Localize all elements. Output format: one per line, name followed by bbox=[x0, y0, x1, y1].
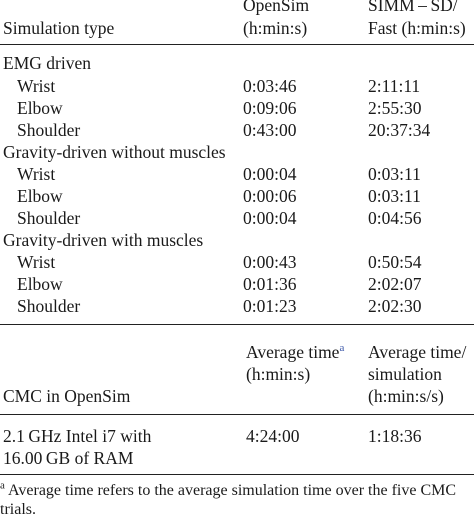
cell-opensim-gwm-elbow: 0:01:36 bbox=[243, 274, 297, 294]
col-header-average-time-text: Average time bbox=[246, 342, 340, 362]
cell-average-per-sim: 1:18:36 bbox=[368, 426, 422, 446]
table2-header-rule bbox=[0, 414, 474, 415]
col-header-opensim: OpenSim bbox=[243, 0, 310, 15]
cell-opensim-gwo-elbow: 0:00:06 bbox=[243, 186, 297, 206]
row-label-emg-elbow: Elbow bbox=[17, 98, 63, 118]
col-header-per-sim-units: (h:min:s/s) bbox=[368, 386, 444, 406]
footnote-text: Average time refers to the average simul… bbox=[8, 482, 457, 499]
cell-simm-emg-elbow: 2:55:30 bbox=[368, 98, 422, 118]
cell-simm-gwm-shoulder: 2:02:30 bbox=[368, 296, 422, 316]
row-label-gwo-shoulder: Shoulder bbox=[17, 208, 81, 228]
group-label-gravity-with-muscles: Gravity-driven with muscles bbox=[3, 230, 204, 250]
cell-opensim-gwm-wrist: 0:00:43 bbox=[243, 252, 297, 272]
row-label-emg-wrist: Wrist bbox=[17, 76, 56, 96]
row-label-gwo-elbow: Elbow bbox=[17, 186, 63, 206]
footnote-marker-link[interactable]: a bbox=[339, 342, 345, 355]
col-header-cmc-in-opensim: CMC in OpenSim bbox=[3, 386, 131, 406]
row-label-gwm-elbow: Elbow bbox=[17, 274, 63, 294]
table1-header-rule bbox=[0, 44, 474, 45]
table1-bottom-rule bbox=[0, 324, 474, 325]
row-label-gwm-wrist: Wrist bbox=[17, 252, 56, 272]
group-label-gravity-without-muscles: Gravity-driven without muscles bbox=[3, 142, 226, 162]
table2-bottom-rule bbox=[0, 474, 474, 475]
cell-opensim-emg-shoulder: 0:43:00 bbox=[243, 120, 297, 140]
cell-opensim-gwo-shoulder: 0:00:04 bbox=[243, 208, 297, 228]
cell-simm-gwo-shoulder: 0:04:56 bbox=[368, 208, 422, 228]
cell-average-time: 4:24:00 bbox=[246, 426, 300, 446]
cell-simm-emg-wrist: 2:11:11 bbox=[368, 76, 421, 96]
col-header-simm: SIMM – SD/ bbox=[368, 0, 458, 15]
group-label-emg-driven: EMG driven bbox=[3, 53, 91, 73]
col-header-average-time-units: (h:min:s) bbox=[246, 364, 311, 384]
cell-opensim-emg-wrist: 0:03:46 bbox=[243, 76, 297, 96]
cell-opensim-emg-elbow: 0:09:06 bbox=[243, 98, 297, 118]
row-label-emg-shoulder: Shoulder bbox=[17, 120, 81, 140]
cell-opensim-gwm-shoulder: 0:01:23 bbox=[243, 296, 297, 316]
cell-simm-gwo-elbow: 0:03:11 bbox=[368, 186, 421, 206]
cell-simm-gwm-elbow: 2:02:07 bbox=[368, 274, 422, 294]
hardware-label-line2: 16.00 GB of RAM bbox=[3, 448, 134, 468]
cell-opensim-gwo-wrist: 0:00:04 bbox=[243, 164, 297, 184]
col-header-opensim-units: (h:min:s) bbox=[243, 18, 308, 38]
col-header-simm-units: Fast (h:min:s) bbox=[368, 18, 466, 38]
col-header-simulation-type: Simulation type bbox=[3, 18, 115, 38]
footnote-marker: a bbox=[0, 479, 5, 492]
col-header-average-time: Average timea bbox=[246, 342, 344, 362]
hardware-label-line1: 2.1 GHz Intel i7 with bbox=[3, 426, 152, 446]
col-header-average-per-sim: Average time/ bbox=[368, 342, 467, 362]
col-header-simulation: simulation bbox=[368, 364, 442, 384]
footnote-line2: trials. bbox=[0, 501, 36, 518]
row-label-gwo-wrist: Wrist bbox=[17, 164, 56, 184]
row-label-gwm-shoulder: Shoulder bbox=[17, 296, 81, 316]
cell-simm-gwm-wrist: 0:50:54 bbox=[368, 252, 422, 272]
cell-simm-gwo-wrist: 0:03:11 bbox=[368, 164, 421, 184]
cell-simm-emg-shoulder: 20:37:34 bbox=[368, 120, 431, 140]
footnote-line1: a Average time refers to the average sim… bbox=[0, 479, 457, 501]
